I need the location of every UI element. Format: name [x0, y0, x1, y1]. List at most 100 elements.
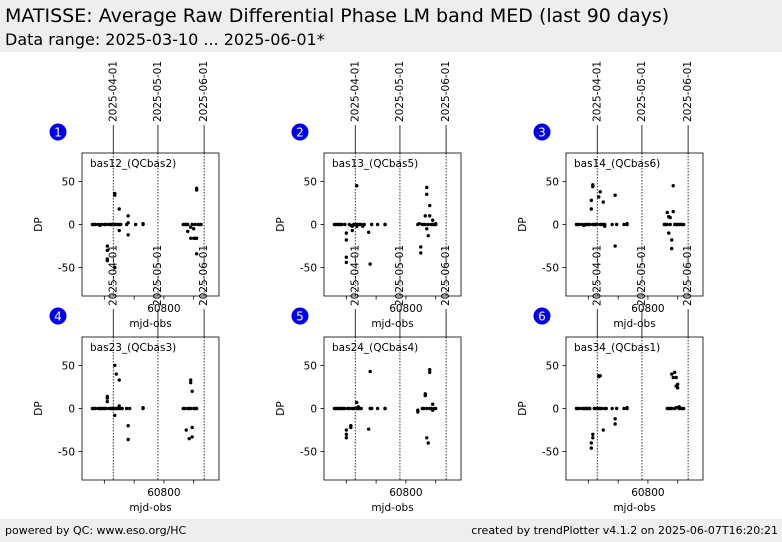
data-point	[610, 222, 614, 227]
data-point	[622, 406, 626, 411]
data-point	[183, 406, 187, 411]
y-axis-label: DP	[517, 217, 529, 231]
data-point	[589, 207, 594, 211]
y-tick-label: 0	[552, 220, 559, 232]
panel-badge-number: 3	[538, 126, 546, 140]
data-point	[668, 222, 672, 227]
data-point	[369, 406, 374, 411]
data-point	[597, 195, 601, 199]
data-point	[344, 260, 349, 265]
data-point	[423, 222, 427, 227]
date-label: 2025-04-01	[107, 245, 119, 306]
chart-panel-4: 2025-04-01 2025-05-01 2025-06-01 60800 50 0 -5…	[33, 245, 220, 514]
data-point	[104, 406, 108, 411]
data-point	[105, 248, 110, 253]
x-tick-label: 60800	[147, 487, 180, 499]
data-point	[614, 406, 619, 411]
data-point	[126, 424, 130, 428]
data-point	[595, 222, 599, 227]
data-point	[349, 425, 353, 430]
y-tick-label: -50	[300, 263, 317, 275]
data-point	[105, 244, 110, 248]
data-point	[355, 184, 359, 188]
data-point	[674, 375, 678, 380]
header-bar: MATISSE: Average Raw Differential Phase …	[0, 0, 782, 52]
data-point	[577, 406, 582, 411]
y-tick-label: -50	[542, 263, 559, 275]
data-point	[141, 405, 145, 410]
data-point	[670, 246, 674, 251]
data-point	[423, 392, 427, 396]
data-point	[343, 222, 347, 227]
data-point	[423, 214, 427, 218]
data-point	[428, 370, 432, 375]
y-tick-label: 50	[62, 360, 75, 372]
data-point	[105, 396, 110, 400]
y-axis-label: DP	[33, 217, 45, 231]
data-point	[428, 368, 432, 372]
date-label: 2025-04-01	[107, 61, 119, 122]
data-point	[133, 222, 138, 227]
data-point	[199, 222, 203, 227]
data-point	[184, 428, 188, 432]
data-point	[189, 236, 193, 240]
data-point	[428, 203, 432, 208]
data-point	[369, 222, 374, 227]
data-point	[189, 380, 193, 385]
data-point	[588, 406, 592, 411]
date-label: 2025-06-01	[198, 245, 210, 306]
data-point	[419, 245, 423, 249]
panel-label: bas12_(QCbas2)	[90, 158, 176, 170]
panel-label: bas13_(QCbas5)	[332, 158, 418, 170]
data-point	[114, 372, 118, 376]
panel-badge	[533, 123, 551, 141]
data-point	[416, 410, 420, 414]
panel-badge	[291, 307, 309, 325]
data-point	[93, 222, 98, 227]
data-point	[426, 233, 430, 238]
data-point	[674, 405, 678, 410]
data-point	[600, 406, 604, 411]
data-point	[126, 233, 130, 237]
data-point	[355, 400, 359, 405]
footer-bar: powered by QC: www.eso.org/HC created by…	[0, 519, 782, 542]
data-point	[681, 222, 686, 227]
data-point	[105, 258, 110, 263]
panel-label: bas14_(QCbas6)	[574, 158, 660, 170]
date-label: 2025-05-01	[636, 61, 648, 122]
chart-panel-3: 2025-04-01 2025-05-01 2025-06-01 60800 50 0 -5…	[517, 61, 704, 330]
chart-panel-5: 2025-04-01 2025-05-01 2025-06-01 60800 50 0 -5…	[275, 245, 462, 514]
data-point	[368, 262, 372, 266]
x-axis-label: mjd-obs	[613, 502, 655, 514]
data-point	[671, 184, 675, 188]
data-point	[117, 404, 121, 408]
data-point	[117, 228, 121, 233]
data-point	[359, 406, 363, 411]
date-label: 2025-05-01	[636, 245, 648, 306]
data-point	[668, 215, 672, 220]
data-point	[419, 251, 423, 255]
data-point	[120, 406, 124, 411]
x-axis-label: mjd-obs	[129, 318, 171, 330]
data-point	[589, 446, 594, 450]
data-point	[625, 405, 629, 410]
data-point	[344, 436, 349, 440]
data-point	[425, 227, 429, 231]
data-point	[591, 432, 595, 437]
data-point	[613, 417, 617, 421]
date-label: 2025-06-01	[682, 61, 694, 122]
data-point	[343, 406, 347, 411]
data-point	[675, 382, 680, 387]
data-point	[614, 222, 619, 227]
data-point	[601, 428, 605, 432]
data-point	[425, 185, 429, 190]
data-point	[591, 436, 595, 440]
data-point	[601, 200, 605, 204]
y-axis-label: DP	[275, 401, 287, 415]
data-point	[347, 406, 352, 411]
data-point	[344, 432, 349, 437]
y-tick-label: -50	[58, 263, 75, 275]
data-point	[425, 406, 429, 411]
date-label: 2025-04-01	[349, 245, 361, 306]
data-point	[610, 406, 614, 411]
